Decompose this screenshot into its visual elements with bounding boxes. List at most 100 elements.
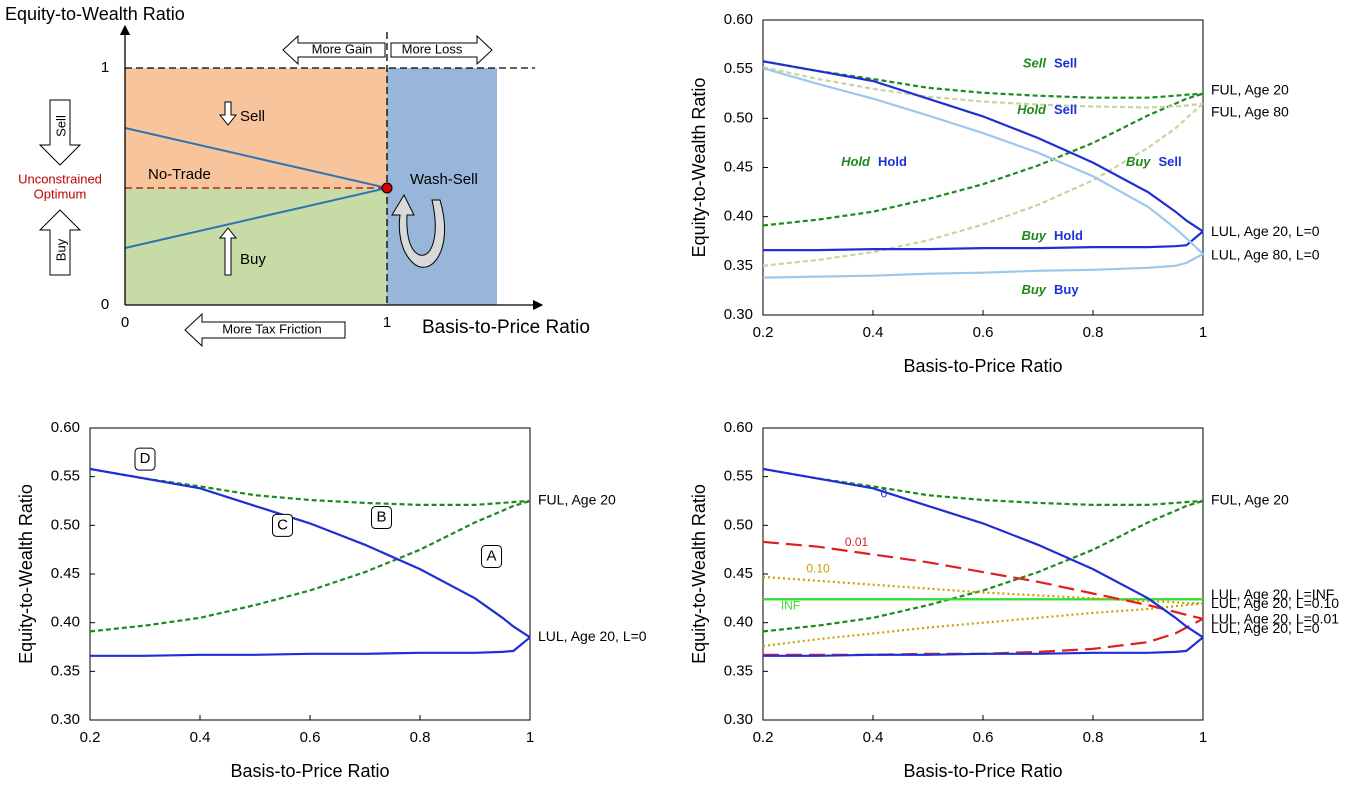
curve-label: 0.01 xyxy=(845,535,869,549)
y-tick-label: 0.40 xyxy=(724,614,753,631)
region-label: A xyxy=(486,547,496,564)
series-line xyxy=(763,636,1204,657)
series-label: LUL, Age 20, L=INF xyxy=(1211,586,1334,602)
y-tick-label: 0.40 xyxy=(724,208,753,225)
wash-sell-region xyxy=(387,68,497,305)
buy-boundary xyxy=(124,187,388,249)
series-line xyxy=(89,467,531,506)
arrow xyxy=(218,101,238,126)
x-tick-label: 0.6 xyxy=(973,324,994,341)
series-line xyxy=(762,253,1204,279)
chart: 0.30 0.35 0.40 0.45 0.50 0.55 0.60 0.2 0.4 0.6 0.8… xyxy=(16,419,647,781)
optimum-label: Unconstrained xyxy=(18,171,102,186)
x-tick-label: 0.4 xyxy=(190,729,211,746)
y-tick-label: 0.55 xyxy=(51,468,80,485)
x-tick-label: 0.2 xyxy=(753,729,774,746)
series-line xyxy=(762,66,1204,109)
curve-label: INF xyxy=(781,598,800,612)
y-axis-title: Equity-to-Wealth Ratio xyxy=(689,484,709,664)
arrow-label: Sell xyxy=(53,115,68,137)
region-label: Buy xyxy=(1021,228,1046,243)
arrow xyxy=(282,34,386,66)
x-tick-label: 1 xyxy=(1199,324,1207,341)
series-line xyxy=(90,636,531,657)
region-label: Sell xyxy=(1023,56,1047,71)
optimum-point xyxy=(381,182,393,194)
y-tick-label: 0.55 xyxy=(724,468,753,485)
series-line xyxy=(762,67,1204,255)
series-label: LUL, Age 20, L=0 xyxy=(1211,223,1320,239)
series-line xyxy=(762,540,1204,620)
axis-title: Basis-to-Price Ratio xyxy=(422,317,590,338)
y-tick-label: 0.50 xyxy=(724,109,753,126)
arrow xyxy=(38,209,82,276)
series-label: LUL, Age 80, L=0 xyxy=(1211,247,1320,263)
y-tick-label: 0.45 xyxy=(724,565,753,582)
y-tick-label: 0.55 xyxy=(724,60,753,77)
arrow-label: More Tax Friction xyxy=(222,321,321,336)
region-label: D xyxy=(140,450,151,467)
series-label: LUL, Age 20, L=0 xyxy=(538,628,647,644)
region-label: B xyxy=(376,509,386,526)
wash-sell-arrow xyxy=(391,193,445,268)
arrow-label: Buy xyxy=(53,238,68,261)
y-tick-label: 0.50 xyxy=(724,516,753,533)
region-label: Hold xyxy=(878,154,907,169)
y-tick-label: 0.30 xyxy=(724,306,753,323)
x-tick-label: 1 xyxy=(526,729,534,746)
series-line xyxy=(89,467,531,639)
series-label: FUL, Age 20 xyxy=(538,492,616,508)
x-tick-label: 1 xyxy=(1199,729,1207,746)
y-tick-label: 0.30 xyxy=(724,711,753,728)
arrow xyxy=(218,227,238,276)
arrow-label: More Loss xyxy=(402,41,463,56)
region-box xyxy=(481,544,502,568)
y-tick-label: 0.35 xyxy=(724,257,753,274)
optimum-label: Optimum xyxy=(34,186,87,201)
x-axis-title: Basis-to-Price Ratio xyxy=(230,761,389,781)
diagram: Equity-to-Wealth Ratio Basis-to-Price Ra… xyxy=(5,4,590,348)
region-box xyxy=(272,513,293,537)
series-label: LUL, Age 20, L=0 xyxy=(1211,620,1320,636)
series-line xyxy=(763,230,1204,252)
series-line xyxy=(762,92,1204,227)
series-line xyxy=(762,60,1204,233)
region-label: Hold xyxy=(841,154,871,169)
series-label: FUL, Age 20 xyxy=(1211,492,1289,508)
y-tick-label: 0.60 xyxy=(51,419,80,436)
y-tick-label: 0.45 xyxy=(724,158,753,175)
arrow xyxy=(390,34,493,66)
x-axis-title: Basis-to-Price Ratio xyxy=(903,761,1062,781)
chart: 0.30 0.35 0.40 0.45 0.50 0.55 0.60 0.2 0.4 0.6 0.8… xyxy=(689,11,1320,376)
y-axis-title: Equity-to-Wealth Ratio xyxy=(16,484,36,664)
y-tick-label: 0.60 xyxy=(724,11,753,28)
x-tick-label: 0.4 xyxy=(863,729,884,746)
axis-title: Equity-to-Wealth Ratio xyxy=(5,4,185,24)
region-label: Hold xyxy=(1017,102,1047,117)
series-line xyxy=(762,102,1204,267)
y-tick-label: 0.45 xyxy=(51,565,80,582)
region-label: Buy xyxy=(240,251,266,268)
arrow-label: More Gain xyxy=(312,41,373,56)
x-axis-title: Basis-to-Price Ratio xyxy=(903,356,1062,376)
sell-region xyxy=(125,68,387,188)
y-tick-label: 0.40 xyxy=(51,614,80,631)
region-label: Buy xyxy=(1021,282,1046,297)
series-line xyxy=(762,467,1204,639)
region-label: Buy xyxy=(1126,154,1151,169)
region-label: No-Trade xyxy=(148,166,211,183)
curve-label: 0.10 xyxy=(806,561,830,575)
x-tick-label: 0.2 xyxy=(753,324,774,341)
region-label: Buy xyxy=(1054,282,1079,297)
series-line xyxy=(762,60,1204,99)
series-line xyxy=(762,575,1203,605)
x-tick-label: 0.8 xyxy=(410,729,431,746)
region-box xyxy=(371,506,392,530)
x-tick-label: 0.8 xyxy=(1083,324,1104,341)
tick-label: 1 xyxy=(101,59,109,76)
region-label: Sell xyxy=(1054,102,1077,117)
region-label: Sell xyxy=(1054,56,1077,71)
region-box xyxy=(134,447,156,471)
sell-boundary xyxy=(124,127,388,189)
